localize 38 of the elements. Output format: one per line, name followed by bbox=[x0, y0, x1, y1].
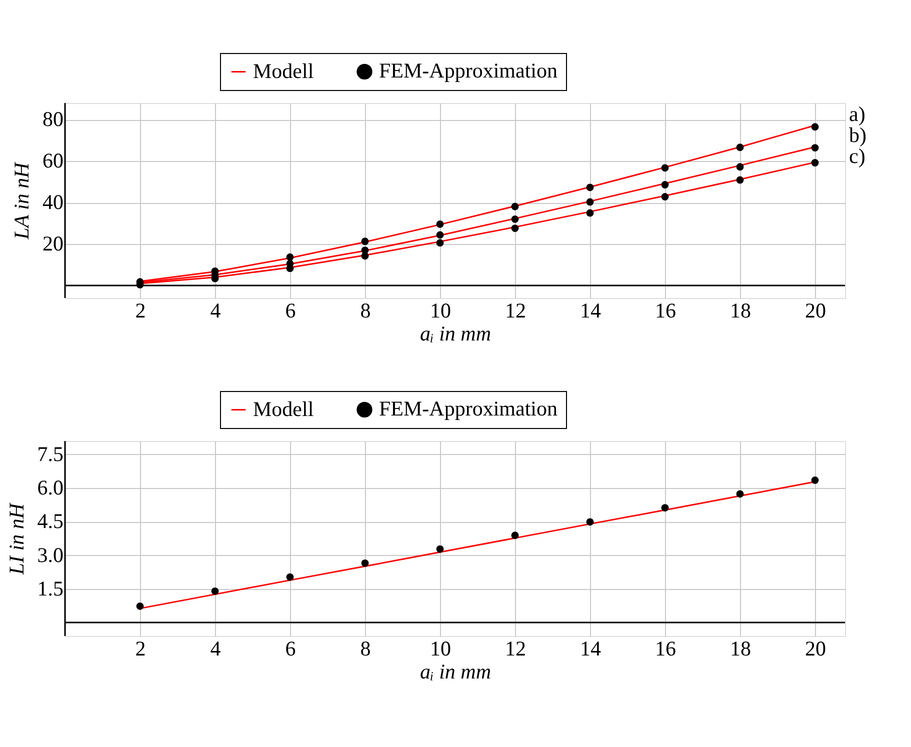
y-tick-label: 7.5 bbox=[37, 442, 64, 466]
x-tick-label: 2 bbox=[135, 298, 146, 322]
x-tick-label: 2 bbox=[135, 636, 146, 660]
x-tick-label: 16 bbox=[655, 636, 676, 660]
legend-label: FEM-Approximation bbox=[379, 58, 558, 83]
y-tick-label: 40 bbox=[42, 190, 64, 214]
x-tick-label: 14 bbox=[580, 636, 602, 660]
x-tick-label: 12 bbox=[505, 298, 526, 322]
x-tick-label: 20 bbox=[805, 636, 826, 660]
y-tick-label: 20 bbox=[42, 232, 64, 256]
x-tick-label: 18 bbox=[730, 298, 751, 322]
x-tick-label: 18 bbox=[730, 636, 751, 660]
x-tick-label: 16 bbox=[655, 298, 676, 322]
x-tick-label: 6 bbox=[285, 298, 296, 322]
x-tick-label: 10 bbox=[430, 298, 451, 322]
x-tick-label: 4 bbox=[210, 298, 222, 322]
legend-label: FEM-Approximation bbox=[379, 396, 558, 421]
y-tick-label: 80 bbox=[42, 107, 64, 132]
x-axis-title: aᵢ in mm bbox=[420, 660, 491, 684]
y-tick-label: 3.0 bbox=[37, 542, 64, 567]
y-axis-title: LI in nH bbox=[4, 502, 28, 576]
x-tick-label: 8 bbox=[360, 298, 371, 322]
x-tick-label: 6 bbox=[285, 636, 296, 660]
x-tick-label: 12 bbox=[505, 636, 526, 660]
text: a) bbox=[849, 102, 866, 126]
y-tick-label: 60 bbox=[42, 148, 64, 173]
legend-label: Modell bbox=[253, 396, 314, 421]
x-tick-label: 20 bbox=[805, 298, 826, 322]
x-tick-label: 10 bbox=[430, 636, 451, 660]
y-tick-label: 6.0 bbox=[37, 476, 64, 500]
y-tick-label: 4.5 bbox=[37, 509, 64, 534]
x-tick-label: 8 bbox=[360, 636, 371, 660]
y-axis-title: LA in nH bbox=[10, 160, 34, 240]
y-tick-label: 1.5 bbox=[37, 576, 64, 600]
legend-label: Modell bbox=[253, 58, 314, 83]
x-axis-title: aᵢ in mm bbox=[420, 322, 491, 346]
x-tick-label: 4 bbox=[210, 636, 222, 660]
x-tick-label: 14 bbox=[580, 298, 602, 322]
